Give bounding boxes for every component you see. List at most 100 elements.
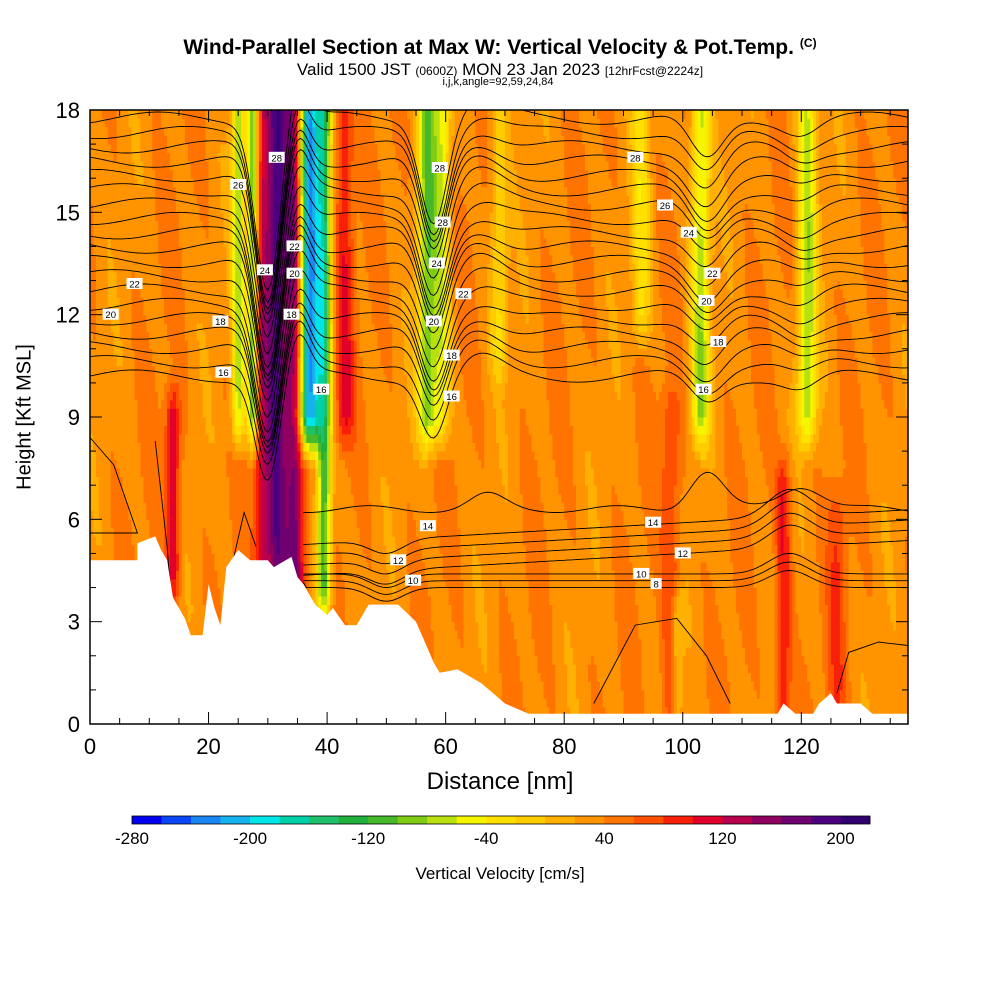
w-cell xyxy=(232,476,236,486)
w-cell xyxy=(128,263,132,273)
w-cell xyxy=(282,476,286,486)
w-cell xyxy=(116,442,121,452)
w-cell xyxy=(152,323,156,333)
w-cell xyxy=(110,254,115,264)
w-cell xyxy=(193,135,198,145)
w-cell xyxy=(270,246,275,256)
w-cell xyxy=(164,186,168,196)
w-cell xyxy=(140,110,144,119)
w-cell xyxy=(282,229,286,239)
w-cell xyxy=(161,425,165,435)
w-cell xyxy=(155,493,159,503)
w-cell xyxy=(241,374,245,384)
w-cell xyxy=(217,570,221,580)
w-cell xyxy=(217,246,221,256)
w-cell xyxy=(110,118,115,128)
w-cell xyxy=(229,544,233,554)
w-cell xyxy=(288,144,292,154)
w-cell xyxy=(253,553,257,563)
w-cell xyxy=(285,118,289,128)
w-cell xyxy=(95,527,100,537)
w-cell xyxy=(107,425,112,435)
w-cell xyxy=(167,323,171,333)
w-cell xyxy=(178,237,183,247)
w-cell xyxy=(184,340,189,350)
w-cell xyxy=(116,417,121,426)
w-cell xyxy=(217,408,221,418)
w-cell xyxy=(158,314,162,324)
w-cell xyxy=(229,212,233,222)
w-cell xyxy=(241,451,245,461)
w-cell xyxy=(279,502,284,512)
w-cell xyxy=(98,459,103,469)
w-cell xyxy=(202,263,206,273)
w-cell xyxy=(279,246,284,256)
w-cell xyxy=(110,135,115,145)
w-cell xyxy=(258,502,263,512)
w-cell xyxy=(196,144,201,154)
w-cell xyxy=(214,553,218,563)
w-cell xyxy=(113,553,118,563)
w-cell xyxy=(172,306,177,316)
w-cell xyxy=(190,357,195,367)
w-cell xyxy=(220,348,224,358)
w-cell xyxy=(181,382,186,392)
w-cell xyxy=(187,237,192,247)
w-cell xyxy=(161,544,165,554)
w-cell xyxy=(196,195,201,205)
w-cell xyxy=(253,186,257,196)
w-cell xyxy=(273,237,278,247)
w-cell xyxy=(146,254,150,264)
w-cell xyxy=(149,340,153,350)
w-cell xyxy=(170,459,174,469)
w-cell xyxy=(285,408,289,418)
w-cell xyxy=(279,519,284,529)
w-cell xyxy=(244,297,248,307)
w-cell xyxy=(101,254,106,264)
w-cell xyxy=(264,144,269,154)
w-cell xyxy=(205,527,209,537)
w-cell xyxy=(119,544,123,554)
w-cell xyxy=(205,237,209,247)
w-cell xyxy=(125,169,129,179)
w-cell xyxy=(122,127,126,136)
w-cell xyxy=(98,391,103,401)
w-cell xyxy=(161,212,165,222)
w-cell xyxy=(143,237,147,247)
w-cell xyxy=(113,323,118,333)
w-cell xyxy=(205,297,209,307)
w-cell xyxy=(164,365,168,375)
w-cell xyxy=(175,289,180,299)
w-cell xyxy=(273,493,278,503)
w-cell xyxy=(164,237,168,247)
w-cell xyxy=(175,365,180,375)
w-cell xyxy=(95,399,100,409)
w-cell xyxy=(167,485,171,495)
w-cell xyxy=(184,314,189,324)
w-cell xyxy=(107,417,112,426)
w-cell xyxy=(261,417,266,426)
w-cell xyxy=(229,434,233,443)
w-cell xyxy=(199,374,204,384)
w-cell xyxy=(214,229,218,239)
w-cell xyxy=(288,289,292,299)
w-cell xyxy=(238,485,242,495)
w-cell xyxy=(244,152,248,162)
w-cell xyxy=(255,493,260,503)
w-cell xyxy=(279,468,284,478)
w-cell xyxy=(137,229,141,239)
w-cell xyxy=(196,203,201,213)
w-cell xyxy=(125,110,129,119)
w-cell xyxy=(208,169,212,179)
w-cell xyxy=(193,510,198,520)
w-cell xyxy=(250,527,254,537)
w-cell xyxy=(184,561,189,571)
w-cell xyxy=(291,220,295,230)
w-cell xyxy=(178,365,183,375)
w-cell xyxy=(285,229,289,239)
w-cell xyxy=(131,263,135,273)
w-cell xyxy=(223,434,227,443)
w-cell xyxy=(167,127,171,136)
w-cell xyxy=(95,323,100,333)
w-cell xyxy=(202,553,206,563)
